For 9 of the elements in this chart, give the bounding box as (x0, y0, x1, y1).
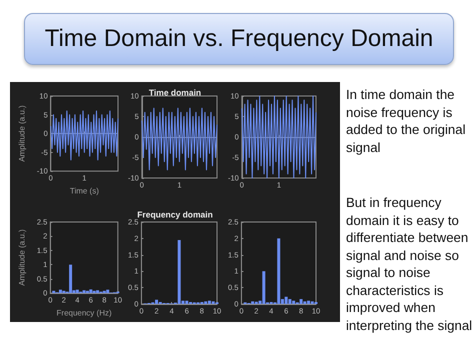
text: In time domain the noise frequency is added to the original signal (346, 86, 467, 156)
y-axis-title: Amplitude (a.u.) (18, 228, 26, 286)
chart-title: Frequency domain (137, 210, 213, 220)
y-axis-title: Amplitude (a.u.) (18, 104, 26, 162)
chart-title: Time domain (148, 88, 202, 98)
x-axis-title: Time (s) (70, 186, 100, 196)
text: But in frequency domain it is easy to differentiate between signal and noise so signal to noise characteristics is improved when interpreting the signal (346, 194, 473, 334)
x-axis-title: Frequency (Hz) (56, 308, 112, 318)
text: Time Domain vs. Frequency Domain (24, 13, 454, 65)
